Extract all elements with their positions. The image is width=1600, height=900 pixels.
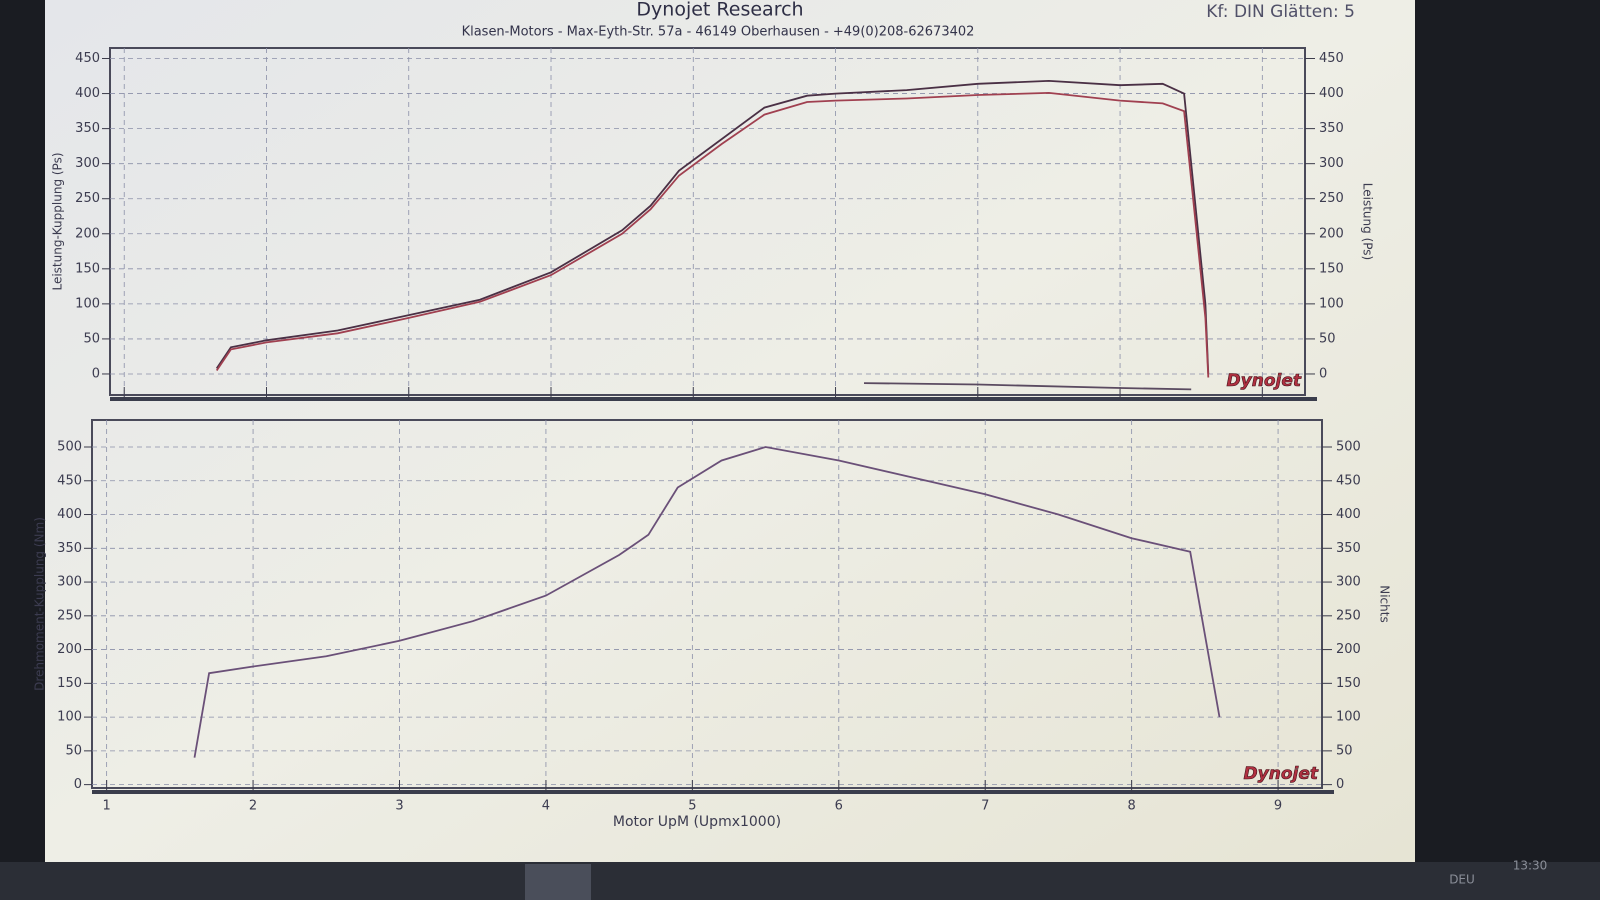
y2-tick-label: 50: [1336, 743, 1353, 758]
y2-tick-label: 350: [1336, 541, 1361, 556]
y-tick-label: 500: [57, 440, 82, 455]
series-line: [193, 446, 1221, 758]
y2-axis-label: Nichts: [1378, 585, 1392, 622]
x-tick-label: 1: [103, 799, 111, 814]
y2-tick-label: 250: [1319, 191, 1344, 206]
y-tick-label: 300: [75, 156, 100, 171]
window: [45, 0, 1415, 862]
y-axis-label: Drehmoment-Kupplung (Nm): [33, 517, 47, 691]
y2-tick-label: 250: [1336, 608, 1361, 623]
y-tick-label: 50: [83, 331, 100, 346]
y-tick-label: 450: [75, 51, 100, 66]
logo: Dynojet: [1244, 764, 1319, 784]
taskbar-active-app[interactable]: [525, 864, 591, 900]
y-axis-label: Leistung-Kupplung (Ps): [51, 152, 65, 290]
settings: Kf: DIN Glätten: 5: [1206, 2, 1355, 22]
y2-tick-label: 0: [1319, 366, 1327, 381]
plot-area: [91, 419, 1323, 789]
y-tick-label: 0: [92, 366, 100, 381]
series-line: [863, 382, 1192, 391]
y2-tick-label: 100: [1319, 296, 1344, 311]
y2-tick-label: 400: [1336, 507, 1361, 522]
x-tick-label: 4: [542, 799, 550, 814]
y2-tick-label: 450: [1319, 51, 1344, 66]
x-tick-label: 7: [981, 799, 989, 814]
x-axis-label: Motor UpM (Upmx1000): [613, 814, 781, 830]
y-tick-label: 300: [57, 575, 82, 590]
y-tick-label: 150: [57, 676, 82, 691]
y-tick-label: 450: [57, 473, 82, 488]
y2-tick-label: 300: [1336, 575, 1361, 590]
y-tick-label: 100: [57, 710, 82, 725]
y-tick-label: 350: [57, 541, 82, 556]
x-tick-label: 5: [688, 799, 696, 814]
y2-tick-label: 0: [1336, 777, 1344, 792]
language[interactable]: DEU: [1449, 873, 1475, 887]
y2-tick-label: 350: [1319, 121, 1344, 136]
y2-tick-label: 150: [1319, 261, 1344, 276]
x-tick-label: 2: [249, 799, 257, 814]
y-tick-label: 250: [57, 608, 82, 623]
y-tick-label: 400: [75, 86, 100, 101]
y-tick-label: 150: [75, 261, 100, 276]
y2-tick-label: 450: [1336, 473, 1361, 488]
y2-tick-label: 400: [1319, 86, 1344, 101]
x-tick-label: 8: [1128, 799, 1136, 814]
y2-tick-label: 200: [1319, 226, 1344, 241]
x-tick-label: 3: [395, 799, 403, 814]
y2-axis-label: Leistung (Ps): [1361, 183, 1375, 260]
y-tick-label: 50: [65, 743, 82, 758]
y-tick-label: 0: [74, 777, 82, 792]
y-tick-label: 100: [75, 296, 100, 311]
series-line: [215, 91, 1210, 378]
y-tick-label: 200: [75, 226, 100, 241]
y2-tick-label: 50: [1319, 331, 1336, 346]
clock[interactable]: 13:30: [1513, 859, 1548, 873]
y2-tick-label: 100: [1336, 710, 1361, 725]
taskbar: [0, 862, 1600, 900]
series-line: [215, 79, 1210, 375]
y2-tick-label: 200: [1336, 642, 1361, 657]
subtitle: Klasen-Motors - Max-Eyth-Str. 57a - 4614…: [462, 25, 975, 40]
y2-tick-label: 300: [1319, 156, 1344, 171]
y2-tick-label: 150: [1336, 676, 1361, 691]
logo: Dynojet: [1227, 371, 1302, 391]
x-tick-label: 6: [835, 799, 843, 814]
x-tick-label: 9: [1274, 799, 1282, 814]
y2-tick-label: 500: [1336, 440, 1361, 455]
title: Dynojet Research: [636, 0, 803, 21]
y-tick-label: 250: [75, 191, 100, 206]
y-tick-label: 400: [57, 507, 82, 522]
y-tick-label: 200: [57, 642, 82, 657]
y-tick-label: 350: [75, 121, 100, 136]
plot-area: [109, 47, 1306, 396]
